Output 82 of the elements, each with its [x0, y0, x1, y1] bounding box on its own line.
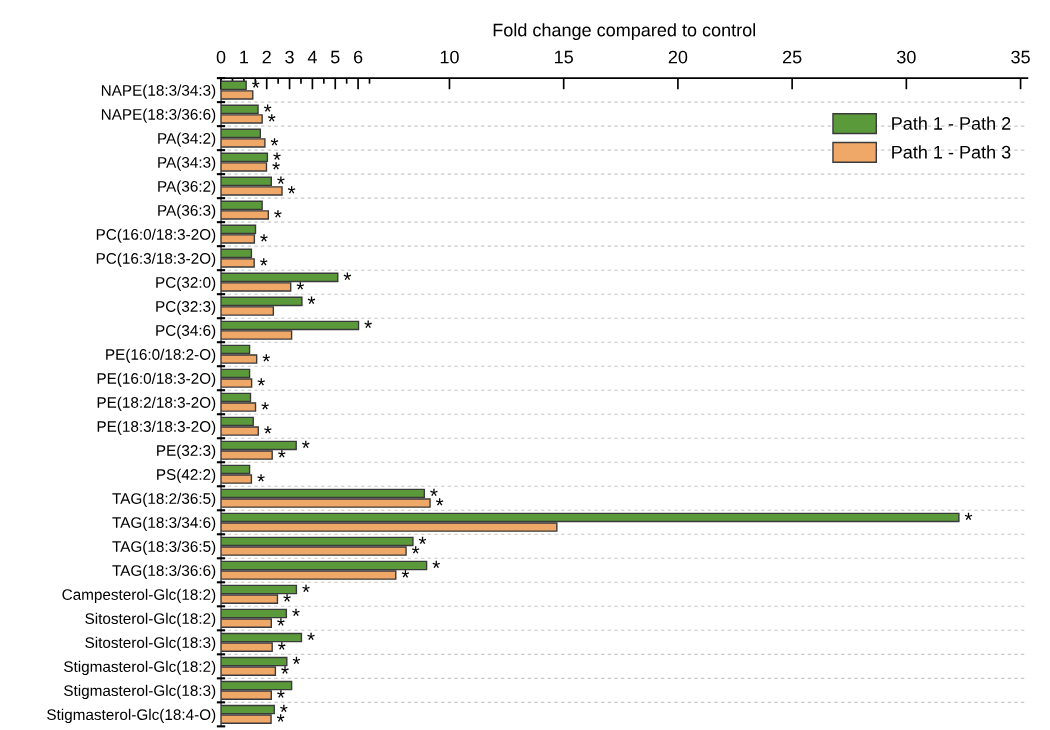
x-tick-label: 2	[262, 50, 271, 64]
data-label: *	[401, 570, 410, 578]
y-tick-label: PA(36:3)	[158, 204, 216, 219]
data-label: *	[277, 618, 285, 626]
data-label: *	[277, 690, 285, 698]
data-label: *	[281, 666, 289, 674]
data-label: *	[272, 162, 280, 170]
x-tick-label: 15	[555, 50, 573, 64]
y-tick-label: PE(18:3/18:3-2O)	[97, 420, 216, 435]
data-label: *	[307, 632, 315, 641]
y-tick-label: PA(34:2)	[158, 132, 216, 147]
data-label: *	[418, 536, 427, 545]
x-tick-label: 20	[668, 50, 688, 64]
y-tick-label: TAG(18:3/34:6)	[112, 516, 216, 531]
data-label: *	[430, 488, 438, 496]
x-tick-label: 35	[1011, 50, 1030, 64]
data-label: *	[261, 402, 269, 410]
data-label: *	[302, 584, 310, 593]
data-label: *	[296, 282, 305, 290]
data-label: *	[280, 704, 288, 713]
data-label: *	[268, 114, 276, 122]
y-tick-label: PE(16:0/18:3-2O)	[97, 372, 216, 387]
data-label: *	[307, 296, 316, 304]
y-tick-label: PE(18:2/18:3-2O)	[97, 396, 216, 411]
y-tick-label: Stigmasterol-Glc(18:2)	[64, 660, 216, 676]
data-label: *	[964, 512, 973, 521]
y-tick-label: Stigmasterol-Glc(18:4-O)	[47, 708, 216, 724]
y-tick-label: Sitosterol-Glc(18:2)	[85, 612, 216, 628]
data-label: *	[277, 176, 285, 184]
data-label: *	[260, 234, 268, 242]
y-tick-label: TAG(18:2/36:5)	[112, 492, 216, 507]
y-tick-label: NAPE(18:3/34:3)	[101, 84, 216, 99]
data-label: *	[343, 272, 352, 280]
y-tick-label: TAG(18:3/36:6)	[112, 564, 216, 579]
x-tick-label: 3	[285, 50, 294, 64]
data-label: *	[292, 608, 300, 617]
x-tick-label: 25	[783, 50, 802, 64]
x-tick-label: 10	[440, 50, 459, 64]
legend-label: Path 1 - Path 2	[892, 116, 1011, 130]
data-label: *	[257, 378, 265, 386]
y-tick-label: TAG(18:3/36:5)	[112, 540, 216, 555]
y-tick-label: Stigmasterol-Glc(18:3)	[64, 684, 216, 700]
data-label: *	[270, 138, 279, 146]
data-label: *	[278, 642, 286, 650]
y-tick-label: PC(32:3)	[156, 300, 216, 315]
y-tick-label: NAPE(18:3/36:6)	[101, 108, 216, 123]
y-tick-label: PC(16:0/18:3-2O)	[96, 228, 216, 243]
data-label: *	[262, 354, 270, 362]
data-label: *	[257, 474, 265, 482]
x-tick-label: 4	[307, 50, 317, 64]
data-label: *	[435, 498, 444, 506]
x-axis-title: Fold change compared to control	[493, 23, 756, 41]
y-tick-label: PC(32:0)	[156, 276, 216, 291]
data-label: *	[292, 656, 301, 665]
y-tick-label: Campesterol-Glc(18:2)	[62, 588, 216, 604]
y-tick-label: PA(36:2)	[158, 180, 216, 195]
y-tick-label: PC(34:6)	[156, 324, 216, 339]
data-label: *	[364, 320, 372, 328]
data-label: *	[287, 186, 296, 194]
y-tick-label: PA(34:3)	[158, 156, 216, 171]
x-tick-label: 0	[216, 50, 226, 64]
data-label: *	[264, 426, 272, 434]
data-label: *	[274, 210, 282, 218]
x-tick-label: 1	[240, 50, 249, 64]
x-tick-label: 5	[330, 50, 340, 64]
y-tick-label: Sitosterol-Glc(18:3)	[85, 636, 216, 652]
data-label: *	[302, 440, 310, 448]
y-tick-label: PE(16:0/18:2-O)	[106, 348, 216, 363]
y-tick-label: PE(32:3)	[157, 444, 216, 459]
data-label: *	[273, 152, 281, 160]
y-tick-label: PC(16:3/18:3-2O)	[96, 252, 216, 267]
data-label: *	[276, 714, 285, 722]
data-label: *	[263, 104, 272, 112]
data-label: *	[411, 546, 420, 554]
data-label: *	[278, 450, 286, 458]
data-label: *	[432, 560, 440, 569]
y-tick-label: PS(42:2)	[157, 468, 216, 483]
x-tick-label: 30	[897, 50, 916, 64]
x-tick-label: 6	[353, 50, 363, 64]
data-label: *	[283, 594, 291, 602]
data-label: *	[260, 258, 268, 266]
legend-label: Path 1 - Path 3	[892, 145, 1011, 159]
